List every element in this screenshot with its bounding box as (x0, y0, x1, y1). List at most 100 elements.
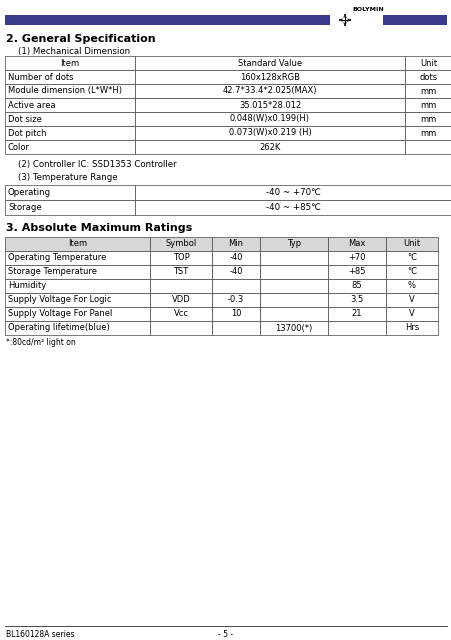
Bar (259, 321, 327, 335)
Bar (212, 237, 259, 251)
Bar (5, 140, 135, 154)
Bar (150, 293, 212, 307)
Text: °C: °C (406, 253, 416, 262)
Text: dots: dots (419, 72, 437, 81)
Bar (259, 265, 327, 279)
Text: Dot size: Dot size (8, 115, 42, 124)
Text: 85: 85 (351, 282, 362, 291)
Text: mm: mm (419, 100, 436, 109)
Bar (5, 112, 135, 126)
Bar (385, 237, 437, 251)
Text: 3.5: 3.5 (350, 296, 363, 305)
Bar (135, 140, 404, 154)
Bar (327, 279, 385, 293)
Bar (135, 126, 404, 140)
Text: -40 ~ +70℃: -40 ~ +70℃ (266, 188, 320, 197)
Bar (5, 98, 135, 112)
Text: °C: °C (406, 268, 416, 276)
Text: 3. Absolute Maximum Ratings: 3. Absolute Maximum Ratings (6, 223, 192, 233)
Text: mm: mm (419, 86, 436, 95)
Text: Operating lifetime(blue): Operating lifetime(blue) (8, 323, 110, 333)
Bar (5, 307, 150, 321)
Bar (150, 251, 212, 265)
Bar (259, 251, 327, 265)
Text: Typ: Typ (286, 239, 300, 248)
Bar (5, 185, 135, 200)
Bar (135, 185, 451, 200)
Text: Standard Value: Standard Value (237, 58, 301, 67)
Text: -0.3: -0.3 (227, 296, 244, 305)
Text: BL160128A series: BL160128A series (6, 630, 74, 639)
Bar (5, 15, 329, 25)
Bar (5, 84, 135, 98)
Text: TOP: TOP (172, 253, 189, 262)
Bar (404, 112, 451, 126)
Bar (404, 98, 451, 112)
Bar (150, 321, 212, 335)
Text: Symbol: Symbol (165, 239, 196, 248)
Bar (150, 279, 212, 293)
Text: VDD: VDD (171, 296, 190, 305)
Text: -40: -40 (229, 268, 242, 276)
Bar (385, 251, 437, 265)
Text: Min: Min (228, 239, 243, 248)
Text: 0.073(W)x0.219 (H): 0.073(W)x0.219 (H) (228, 129, 311, 138)
Text: Item: Item (60, 58, 79, 67)
Text: (2) Controller IC: SSD1353 Controller: (2) Controller IC: SSD1353 Controller (18, 160, 176, 169)
Text: +85: +85 (347, 268, 365, 276)
Bar (5, 293, 150, 307)
Text: 262K: 262K (259, 143, 280, 152)
Text: 160x128xRGB: 160x128xRGB (239, 72, 299, 81)
Text: Active area: Active area (8, 100, 55, 109)
Bar (5, 279, 150, 293)
Text: Operating Temperature: Operating Temperature (8, 253, 106, 262)
Bar (150, 307, 212, 321)
Text: (3) Temperature Range: (3) Temperature Range (18, 173, 117, 182)
Text: Operating: Operating (8, 188, 51, 197)
Bar (5, 321, 150, 335)
Text: 10: 10 (230, 310, 241, 319)
Text: Hrs: Hrs (404, 323, 418, 333)
Bar (5, 200, 135, 215)
Text: Number of dots: Number of dots (8, 72, 74, 81)
Text: (1) Mechanical Dimension: (1) Mechanical Dimension (18, 47, 130, 56)
Text: BOLYMIN: BOLYMIN (351, 7, 383, 12)
Text: -40 ~ +85℃: -40 ~ +85℃ (266, 203, 320, 212)
Bar (5, 237, 150, 251)
Text: Unit: Unit (419, 58, 436, 67)
Bar (327, 265, 385, 279)
Bar (5, 126, 135, 140)
Bar (212, 307, 259, 321)
Bar (5, 251, 150, 265)
Bar (259, 307, 327, 321)
Text: 0.048(W)x0.199(H): 0.048(W)x0.199(H) (230, 115, 309, 124)
Text: +70: +70 (347, 253, 365, 262)
Bar (385, 279, 437, 293)
Text: Humidity: Humidity (8, 282, 46, 291)
Text: V: V (408, 310, 414, 319)
Text: 2. General Specification: 2. General Specification (6, 34, 155, 44)
Text: *:80cd/m² light on: *:80cd/m² light on (6, 338, 76, 347)
Bar (327, 293, 385, 307)
Text: %: % (407, 282, 415, 291)
Bar (135, 200, 451, 215)
Bar (259, 293, 327, 307)
Bar (327, 307, 385, 321)
Bar (135, 98, 404, 112)
Text: Item: Item (68, 239, 87, 248)
Bar (385, 307, 437, 321)
Bar (212, 279, 259, 293)
Bar (135, 70, 404, 84)
Bar (259, 237, 327, 251)
Bar (135, 56, 404, 70)
Text: V: V (408, 296, 414, 305)
Bar (385, 293, 437, 307)
Text: mm: mm (419, 115, 436, 124)
Bar (212, 265, 259, 279)
Bar (212, 251, 259, 265)
Text: Supply Voltage For Panel: Supply Voltage For Panel (8, 310, 112, 319)
Text: Color: Color (8, 143, 30, 152)
Bar (385, 265, 437, 279)
Text: Vcc: Vcc (173, 310, 188, 319)
Bar (404, 140, 451, 154)
